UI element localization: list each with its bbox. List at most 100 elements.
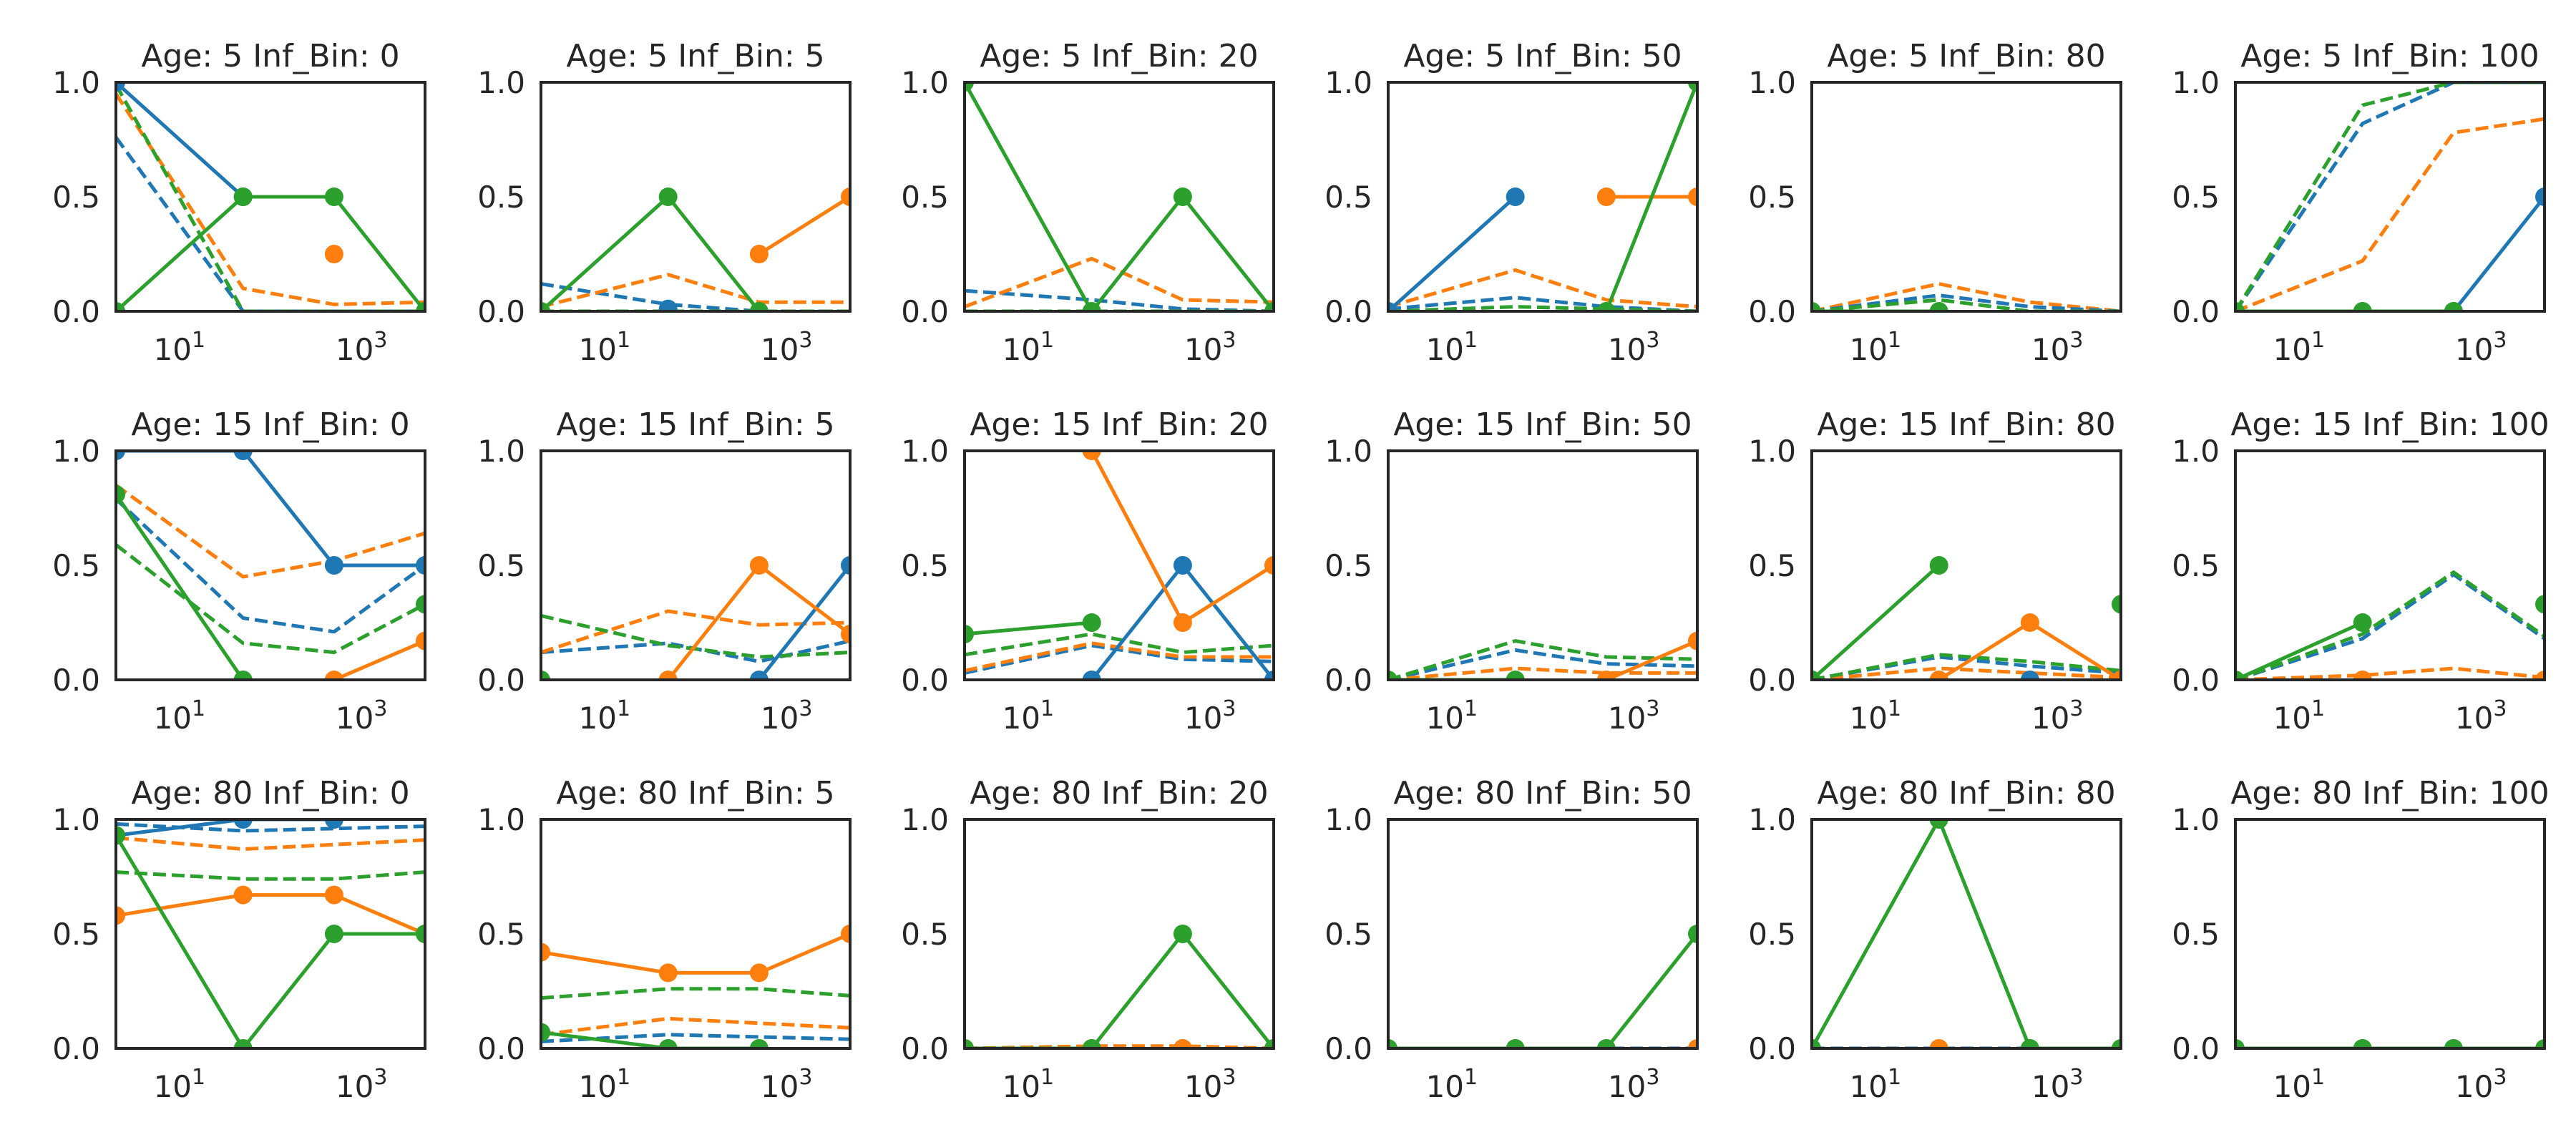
dashed-series-line: [965, 643, 1274, 675]
y-tick-label: 0.5: [2172, 917, 2220, 952]
data-point: [1388, 1039, 1397, 1048]
data-point: [1688, 82, 1697, 92]
data-point: [2020, 671, 2039, 680]
y-tick-label: 0.5: [52, 180, 100, 215]
data-point: [1388, 671, 1397, 680]
data-point: [1264, 302, 1274, 311]
y-tick-label: 1.0: [2172, 434, 2220, 469]
data-point: [1173, 613, 1192, 632]
data-point: [416, 925, 425, 943]
data-point: [541, 302, 550, 311]
solid-series-line: [1388, 195, 1517, 311]
subplot-17: 0.0 0.5 1.0 101 103 Age: 80 Inf_Bin: 80: [1748, 775, 2122, 1104]
plot-area: [1812, 282, 2121, 311]
data-point: [2112, 671, 2121, 680]
y-tick-label: 1.0: [2172, 65, 2220, 100]
subplot-title: Age: 80 Inf_Bin: 100: [2230, 775, 2549, 812]
data-point: [658, 963, 678, 983]
solid-series-line: [541, 1030, 759, 1048]
solid-series-line: [965, 620, 1092, 636]
data-point: [1264, 556, 1274, 575]
axes-frame: [540, 81, 852, 313]
x-tick-label: 103: [2455, 1065, 2507, 1104]
solid-series-line: [116, 451, 425, 567]
y-tick-label: 1.0: [901, 434, 949, 469]
solid-series-line: [541, 932, 850, 975]
data-point: [2535, 595, 2545, 614]
data-point: [1264, 671, 1274, 680]
data-point: [658, 1039, 678, 1048]
data-point: [1688, 631, 1697, 651]
subplot-4: 0.0 0.5 1.0 101 103 Age: 5 Inf_Bin: 50: [1324, 38, 1699, 367]
dashed-series-line: [116, 543, 425, 655]
dashed-series-line: [541, 1016, 850, 1037]
x-tick-label: 101: [2273, 696, 2326, 736]
data-point: [2112, 595, 2121, 614]
subplot-1: 0.0 0.5 1.0 101 103 Age: 5 Inf_Bin: 0: [52, 38, 426, 367]
subplot-title: Age: 5 Inf_Bin: 0: [141, 38, 399, 74]
data-point: [2353, 302, 2372, 311]
data-point: [841, 556, 850, 575]
data-point: [1596, 671, 1616, 680]
data-point: [116, 826, 125, 845]
y-tick-label: 0.0: [1748, 294, 1796, 329]
x-tick-label: 103: [1608, 1065, 1660, 1104]
x-tick-label: 101: [154, 1065, 206, 1104]
data-point: [116, 302, 125, 311]
subplot-8: 0.0 0.5 1.0 101 103 Age: 15 Inf_Bin: 5: [477, 406, 852, 736]
y-tick-label: 1.0: [477, 65, 525, 100]
axes-frame: [1810, 818, 2122, 1050]
y-tick-label: 0.0: [52, 663, 100, 698]
subplot-title: Age: 15 Inf_Bin: 80: [1817, 406, 2115, 443]
axes-frame: [963, 81, 1275, 313]
subplot-14: 0.0 0.5 1.0 101 103 Age: 80 Inf_Bin: 5: [477, 775, 852, 1104]
subplot-18: 0.0 0.5 1.0 101 103 Age: 80 Inf_Bin: 100: [2172, 775, 2549, 1104]
data-point: [1688, 1039, 1697, 1048]
data-point: [233, 885, 253, 905]
data-point: [841, 625, 850, 643]
solid-series-line: [116, 493, 245, 680]
axes-frame: [2234, 818, 2546, 1050]
data-point: [233, 1039, 253, 1048]
axes-frame: [963, 449, 1275, 681]
data-point: [233, 187, 253, 206]
solid-series-line: [116, 893, 425, 936]
y-tick-label: 0.5: [901, 548, 949, 583]
subplot-title: Age: 5 Inf_Bin: 50: [1403, 38, 1682, 74]
solid-series-line: [1090, 451, 1274, 625]
data-point: [324, 556, 343, 575]
plot-area: [1388, 82, 1697, 311]
data-point: [116, 906, 125, 925]
subplot-6: 0.0 0.5 1.0 101 103 Age: 5 Inf_Bin: 100: [2172, 38, 2546, 367]
data-point: [1688, 925, 1697, 943]
y-tick-label: 0.5: [1748, 548, 1796, 583]
dashed-series-line: [116, 483, 425, 579]
data-point: [541, 942, 550, 962]
subplot-10: 0.0 0.5 1.0 101 103 Age: 15 Inf_Bin: 50: [1324, 406, 1699, 736]
plot-area: [965, 82, 1274, 311]
data-point: [1173, 1039, 1192, 1048]
x-tick-label: 101: [579, 696, 631, 736]
data-point: [658, 671, 678, 680]
data-point: [965, 625, 974, 643]
solid-series-line: [1604, 82, 1697, 311]
data-point: [233, 451, 253, 460]
x-tick-label: 101: [1850, 696, 1902, 736]
y-tick-label: 1.0: [2172, 802, 2220, 837]
x-tick-label: 103: [1184, 328, 1236, 367]
subplot-12: 0.0 0.5 1.0 101 103 Age: 15 Inf_Bin: 100: [2172, 406, 2549, 736]
data-point: [965, 82, 974, 92]
y-tick-label: 0.0: [1324, 1031, 1372, 1066]
y-tick-label: 0.0: [901, 663, 949, 698]
y-tick-label: 0.5: [901, 917, 949, 952]
plot-area: [116, 819, 425, 1048]
data-point: [2235, 1039, 2245, 1048]
x-tick-label: 103: [761, 328, 813, 367]
y-tick-label: 0.0: [477, 663, 525, 698]
x-tick-label: 101: [2273, 1065, 2326, 1104]
data-point: [1812, 302, 1821, 311]
subplot-5: 0.0 0.5 1.0 101 103 Age: 5 Inf_Bin: 80: [1748, 38, 2122, 367]
y-tick-label: 0.5: [477, 917, 525, 952]
dashed-series-line: [116, 870, 425, 881]
